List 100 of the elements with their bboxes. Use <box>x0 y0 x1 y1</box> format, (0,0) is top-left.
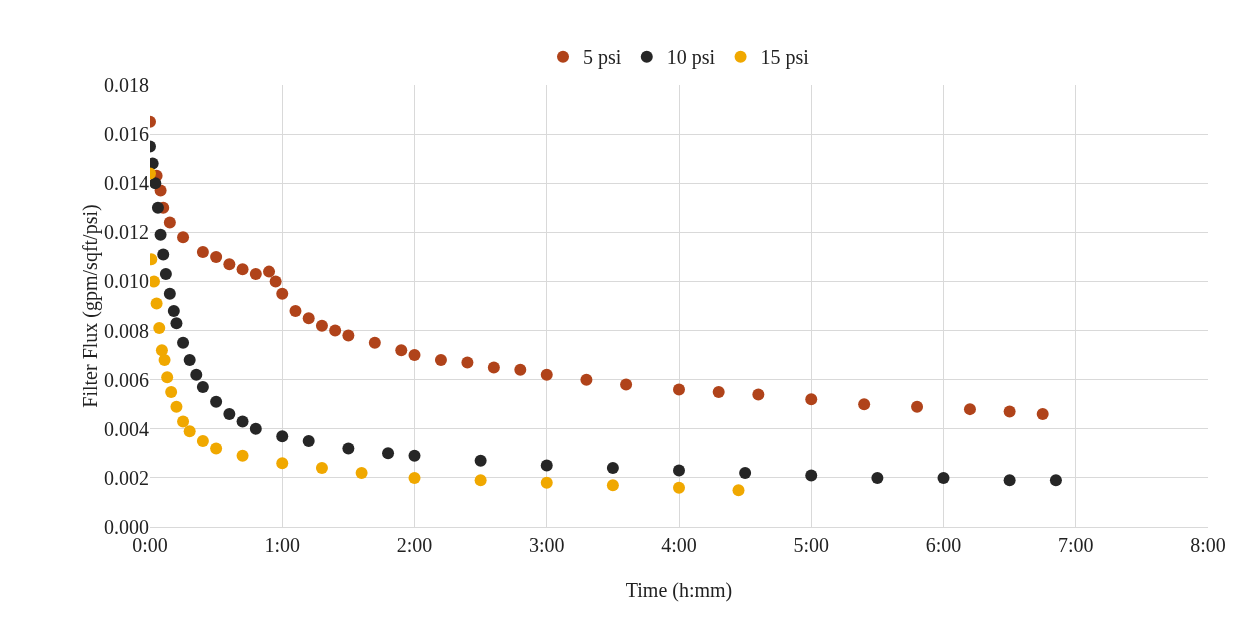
point <box>382 447 395 460</box>
point <box>540 476 553 489</box>
y-tick-label: 0.008 <box>104 319 149 342</box>
y-tick-label: 0.012 <box>104 221 149 244</box>
point <box>408 471 421 484</box>
point <box>170 400 183 413</box>
y-axis-title: Filter Flux (gpm/sqft/psi) <box>79 204 102 408</box>
x-tick-label: 7:00 <box>1057 534 1094 556</box>
point <box>196 381 209 394</box>
point <box>289 304 302 317</box>
point <box>151 201 164 214</box>
point <box>342 329 355 342</box>
y-tick-label: 0.010 <box>104 270 149 293</box>
point <box>329 324 342 337</box>
point <box>177 415 190 428</box>
point <box>236 449 249 462</box>
y-tick-label: 0.018 <box>104 74 149 96</box>
point <box>395 344 408 357</box>
legend-label: 5 psi <box>583 46 622 70</box>
point <box>196 435 209 448</box>
point <box>514 363 527 376</box>
point <box>858 398 871 411</box>
point <box>159 268 172 281</box>
point <box>183 354 196 367</box>
point <box>315 319 328 332</box>
legend-label: 15 psi <box>760 46 810 70</box>
point <box>315 462 328 475</box>
point <box>1049 474 1062 487</box>
point <box>805 393 818 406</box>
point <box>1003 474 1016 487</box>
point <box>183 425 196 438</box>
point <box>732 484 745 497</box>
point <box>170 317 183 330</box>
point <box>302 312 315 325</box>
point <box>408 449 421 462</box>
point <box>461 356 474 369</box>
point <box>911 400 924 413</box>
x-tick-label: 8:00 <box>1190 534 1226 556</box>
point <box>154 228 167 241</box>
y-tick-label: 0.002 <box>104 466 149 489</box>
point <box>606 479 619 492</box>
point <box>540 368 553 381</box>
point <box>158 354 171 367</box>
x-tick-label: 1:00 <box>264 534 301 556</box>
point <box>474 474 487 487</box>
point <box>249 268 262 281</box>
point <box>368 336 381 349</box>
point <box>161 371 174 384</box>
point <box>620 378 633 391</box>
point <box>177 336 190 349</box>
point <box>871 471 884 484</box>
point <box>937 471 950 484</box>
x-tick-label: 2:00 <box>396 534 433 556</box>
point <box>302 435 315 448</box>
point <box>673 383 685 396</box>
x-tick-label: 5:00 <box>793 534 830 556</box>
point <box>165 385 178 398</box>
point <box>153 322 166 335</box>
point <box>606 462 619 475</box>
point <box>487 361 500 374</box>
x-axis-title: Time (h:mm) <box>625 579 733 602</box>
point <box>210 250 223 263</box>
point <box>157 248 170 261</box>
point <box>236 263 249 276</box>
point <box>434 354 447 367</box>
point <box>263 265 276 278</box>
point <box>673 464 685 477</box>
point <box>408 349 421 362</box>
point <box>752 388 765 401</box>
point <box>163 287 176 300</box>
legend-label: 10 psi <box>666 46 716 70</box>
point <box>963 403 976 416</box>
point <box>177 231 190 244</box>
x-tick-label: 6:00 <box>925 534 962 556</box>
point <box>210 395 223 408</box>
point <box>167 304 180 317</box>
point <box>355 466 368 479</box>
point <box>190 368 203 381</box>
y-tick-label: 0.006 <box>104 368 149 391</box>
point <box>236 415 249 428</box>
point <box>739 466 752 479</box>
point <box>150 297 163 310</box>
point <box>269 275 282 288</box>
point <box>223 408 236 421</box>
point <box>474 454 487 467</box>
point <box>342 442 355 455</box>
point <box>155 344 168 357</box>
point <box>276 287 289 300</box>
x-tick-label: 3:00 <box>528 534 565 556</box>
y-tick-label: 0.016 <box>104 123 149 146</box>
point <box>276 430 289 443</box>
y-tick-label: 0.014 <box>104 172 149 195</box>
point <box>249 422 262 435</box>
point <box>580 373 593 386</box>
point <box>210 442 223 455</box>
point <box>673 481 685 494</box>
point <box>805 469 818 482</box>
x-tick-label: 4:00 <box>661 534 697 556</box>
point <box>196 245 209 258</box>
point <box>1036 408 1049 421</box>
